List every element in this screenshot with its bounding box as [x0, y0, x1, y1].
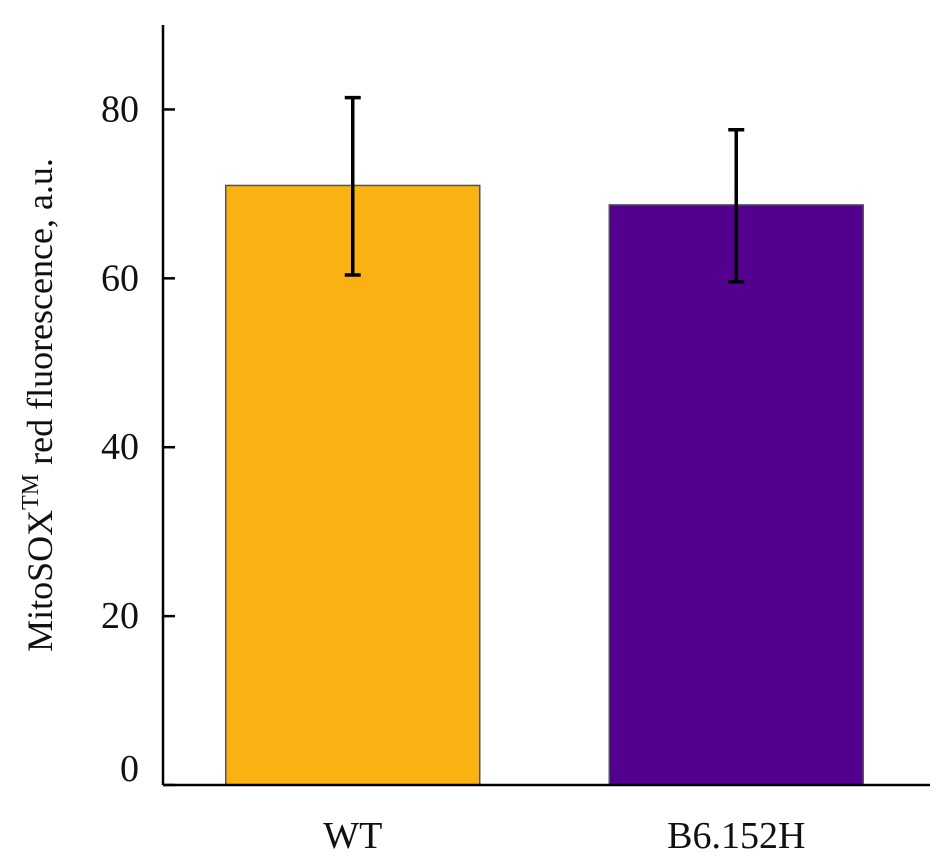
y-tick-label: 40: [101, 426, 139, 468]
x-category-label: B6.152H: [667, 815, 805, 857]
y-axis-label-rest: red fluorescence, a.u.: [20, 158, 60, 474]
bar-wt: [225, 184, 481, 786]
y-axis-label-superscript: TM: [18, 474, 44, 510]
y-tick-label: 60: [101, 257, 139, 299]
svg-text:MitoSOXTM red fluorescence, a.: MitoSOXTM red fluorescence, a.u.: [18, 158, 60, 652]
bar-b6-152h: [608, 204, 864, 786]
y-tick-label: 0: [120, 748, 139, 790]
y-tick-label: 20: [101, 595, 139, 637]
y-axis-label: MitoSOXTM red fluorescence, a.u.: [18, 158, 60, 652]
y-tick-label: 80: [101, 88, 139, 130]
y-axis-label-base: MitoSOX: [20, 510, 60, 652]
x-category-label: WT: [323, 815, 382, 857]
